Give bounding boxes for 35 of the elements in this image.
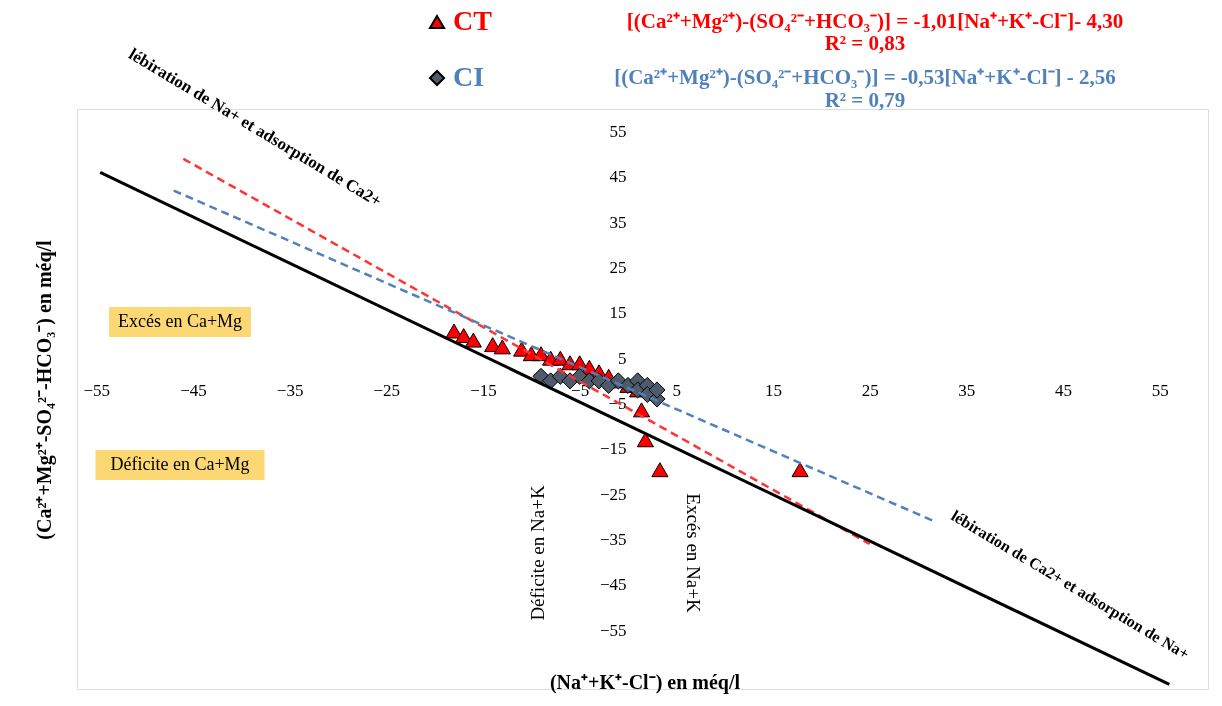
y-tick-label: −5: [608, 394, 627, 414]
x-tick-label: 5: [672, 381, 682, 401]
x-tick-label: −35: [276, 381, 304, 401]
x-tick-label: −55: [83, 381, 111, 401]
y-tick-label: 45: [609, 167, 627, 187]
y-tick-label: −15: [599, 439, 627, 459]
text: R² = 0,83: [824, 31, 906, 55]
y-tick-label: 5: [618, 348, 627, 368]
x-tick-label: 15: [765, 381, 782, 401]
x-tick-label: 35: [958, 381, 976, 401]
annotation: Déficite en Ca+Mg: [110, 454, 250, 474]
x-tick-label: 25: [861, 381, 879, 401]
text: [(Ca²⁺+Mg²⁺)-(SO₄²⁻+HCO₃⁻)] = -1,01[Na⁺+K⁺-Cl⁻]- 4,30: [626, 9, 1124, 33]
y-tick-label: −35: [599, 529, 627, 549]
x-axis-title: (Na⁺+K⁺-Cl⁻) en méq/l: [549, 671, 741, 694]
annotation: Déficite en Na+K: [527, 485, 548, 621]
y-tick-label: −45: [599, 575, 627, 595]
x-tick-label: −25: [373, 381, 401, 401]
y-tick-label: 55: [609, 122, 627, 142]
y-tick-label: 35: [609, 212, 627, 232]
legend-label: CT: [453, 5, 493, 36]
y-tick-label: 25: [609, 258, 627, 278]
x-tick-label: 45: [1055, 381, 1072, 401]
x-tick-label: −45: [180, 381, 207, 401]
y-tick-label: −25: [599, 484, 627, 504]
y-axis-title: (Ca²⁺+Mg²⁺-SO₄²⁻-HCO₃⁻) en méq/l: [33, 239, 56, 540]
y-tick-label: −55: [599, 620, 627, 640]
legend-label: CI: [453, 61, 485, 92]
y-tick-label: 15: [609, 303, 627, 323]
annotation: Excés en Ca+Mg: [117, 311, 243, 331]
annotation: R² = 0,79: [824, 88, 906, 112]
text: [(Ca²⁺+Mg²⁺)-(SO₄²⁻+HCO₃⁻)] = -0,53[Na⁺+K⁺-Cl⁻] - 2,56: [614, 65, 1116, 89]
x-tick-label: −15: [470, 381, 497, 401]
annotation: Excés en Na+K: [683, 493, 704, 613]
x-tick-label: 55: [1151, 381, 1169, 401]
